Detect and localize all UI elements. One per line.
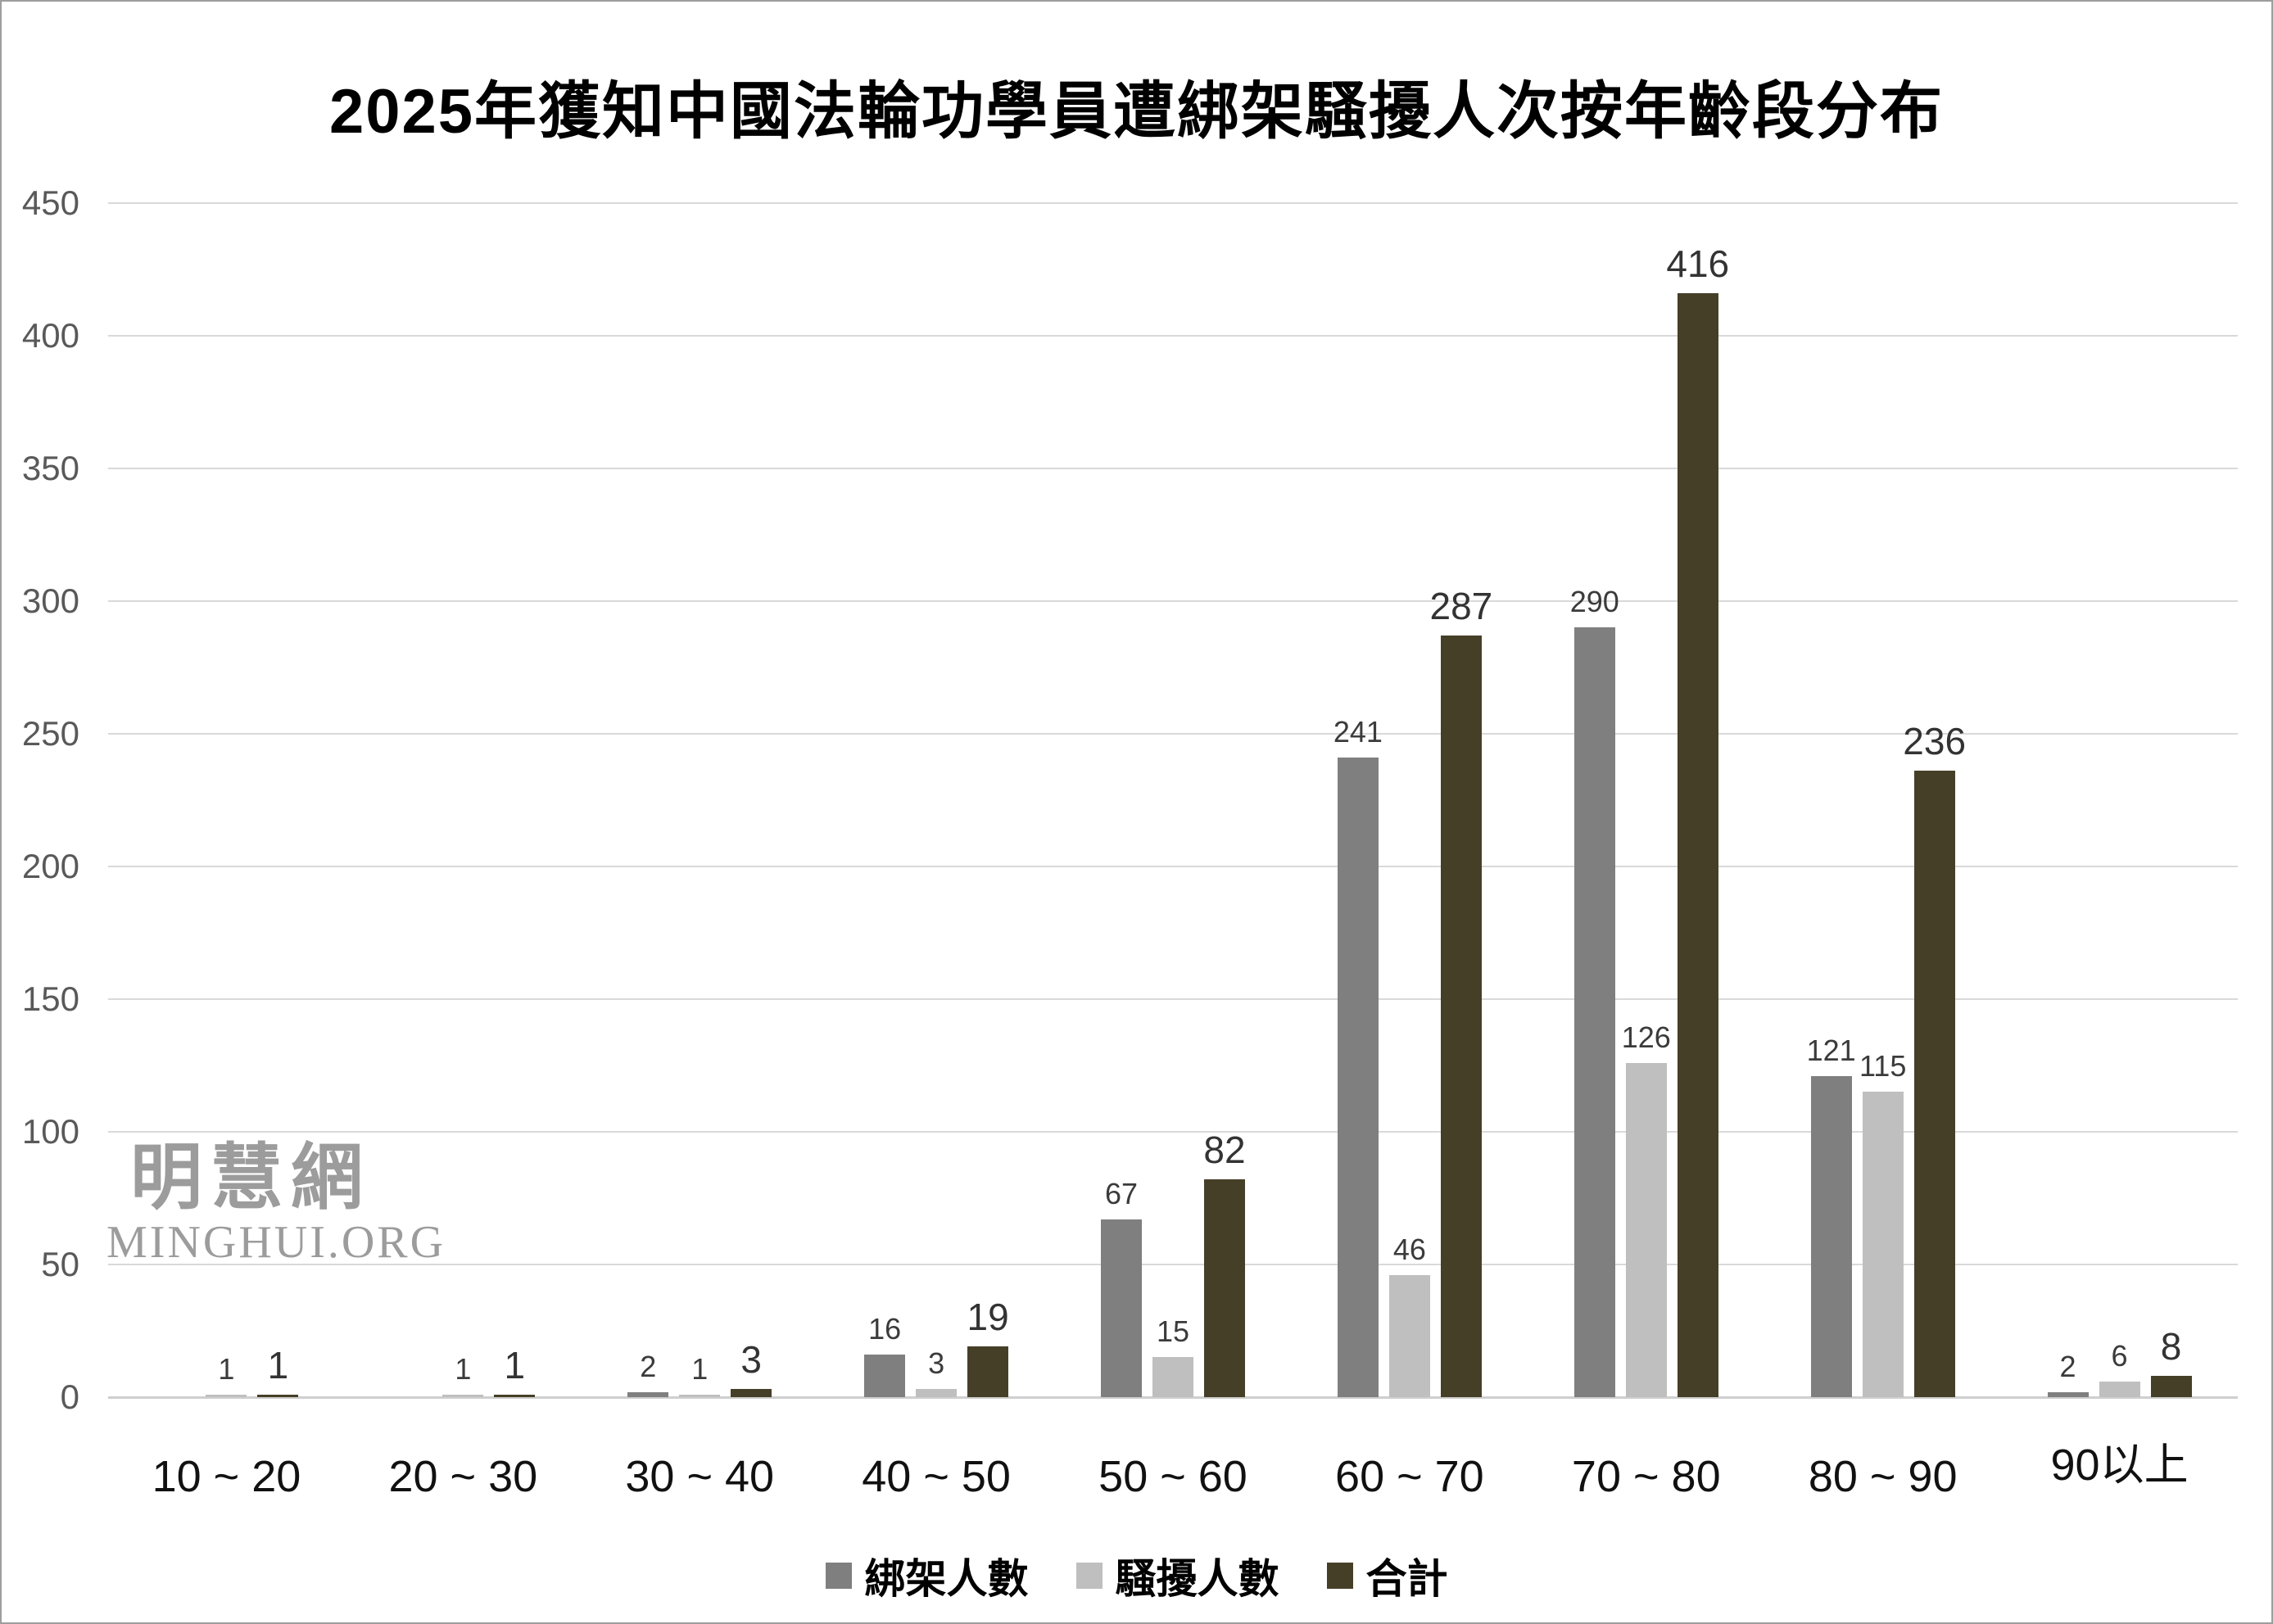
gridline xyxy=(108,733,2238,735)
bar-value-label: 236 xyxy=(1903,720,1967,763)
x-axis-category-label: 60 ~ 70 xyxy=(1335,1452,1484,1501)
bar xyxy=(1440,636,1482,1397)
bar xyxy=(1913,771,1955,1397)
bar-value-label: 287 xyxy=(1429,585,1493,628)
bar-value-label: 3 xyxy=(740,1338,763,1382)
x-axis-category-label: 80 ~ 90 xyxy=(1808,1452,1958,1501)
x-axis-category-label: 20 ~ 30 xyxy=(388,1452,538,1501)
bar xyxy=(864,1355,906,1397)
x-axis-category-label: 30 ~ 40 xyxy=(625,1452,775,1501)
y-axis-tick-label: 50 xyxy=(41,1245,79,1283)
bar-value-label: 67 xyxy=(1104,1176,1139,1210)
y-axis-tick-label: 450 xyxy=(21,183,79,222)
x-axis-category-label: 70 ~ 80 xyxy=(1571,1452,1721,1501)
bar xyxy=(2047,1391,2089,1397)
bar-value-label: 1 xyxy=(691,1351,709,1386)
bar-value-label: 1 xyxy=(455,1351,472,1386)
bar xyxy=(206,1394,247,1397)
bar xyxy=(494,1394,536,1397)
bar xyxy=(1810,1075,1852,1397)
bar xyxy=(731,1389,772,1397)
bar-value-label: 3 xyxy=(928,1346,945,1381)
legend-swatch xyxy=(825,1563,852,1589)
gridline xyxy=(108,866,2238,867)
bar xyxy=(442,1394,484,1397)
bar-value-label: 1 xyxy=(218,1351,235,1386)
bar-value-label: 115 xyxy=(1859,1049,1907,1083)
bar-value-label: 82 xyxy=(1203,1129,1246,1172)
bar xyxy=(1388,1274,1430,1397)
bar-value-label: 241 xyxy=(1333,715,1383,749)
y-axis-tick-label: 350 xyxy=(21,449,79,487)
watermark: 明慧網 MINGHUI.ORG xyxy=(106,1137,446,1268)
y-axis-tick-label: 200 xyxy=(21,847,79,885)
bar xyxy=(1204,1179,1245,1397)
gridline xyxy=(108,998,2238,1000)
bar xyxy=(1337,758,1379,1397)
bar xyxy=(1573,627,1615,1397)
legend-swatch xyxy=(1326,1563,1353,1589)
bar-value-label: 1 xyxy=(267,1343,289,1387)
y-axis-tick-label: 0 xyxy=(60,1377,79,1416)
bar xyxy=(1152,1357,1193,1397)
bar xyxy=(967,1346,1009,1397)
bar-value-label: 8 xyxy=(2160,1325,2182,1368)
bar xyxy=(257,1394,299,1397)
x-axis-category-label: 50 ~ 60 xyxy=(1098,1452,1247,1501)
legend: 綁架人數 騷擾人數 合計 xyxy=(2,1546,2271,1605)
legend-swatch xyxy=(1075,1563,1103,1589)
bar-value-label: 2 xyxy=(2059,1349,2076,1383)
bar-value-label: 46 xyxy=(1392,1232,1426,1266)
y-axis-tick-label: 300 xyxy=(21,581,79,620)
chart-title: 2025年獲知中國法輪功學員遭綁架騷擾人次按年齡段分布 xyxy=(328,77,1945,147)
x-axis-line xyxy=(108,1396,2238,1399)
watermark-cjk: 明慧網 xyxy=(129,1137,371,1218)
bar xyxy=(1677,293,1718,1397)
legend-label: 騷擾人數 xyxy=(1115,1556,1279,1602)
bar xyxy=(2099,1381,2140,1397)
bar-value-label: 19 xyxy=(967,1296,1009,1339)
bar-value-label: 16 xyxy=(868,1312,902,1346)
y-axis-tick-label: 150 xyxy=(21,979,79,1018)
bar xyxy=(916,1389,958,1397)
plot-area: 0 50 100 150 200 250 300 350 400 450 2 16 67 241 290 12… xyxy=(22,186,2238,1414)
y-axis-tick-label: 100 xyxy=(21,1112,79,1151)
bar-value-label: 6 xyxy=(2111,1338,2128,1373)
bar xyxy=(627,1391,669,1397)
bar xyxy=(679,1394,721,1397)
gridline xyxy=(108,600,2238,602)
gridline xyxy=(108,468,2238,469)
bar xyxy=(1625,1062,1667,1397)
watermark-latin: MINGHUI.ORG xyxy=(106,1217,446,1268)
legend-item: 騷擾人數 xyxy=(1075,1546,1279,1605)
gridline xyxy=(108,335,2238,337)
legend-label: 綁架人數 xyxy=(864,1556,1029,1602)
x-axis-category-label: 10 ~ 20 xyxy=(152,1452,301,1501)
bar-value-label: 121 xyxy=(1806,1033,1856,1067)
bar-value-label: 126 xyxy=(1621,1020,1671,1054)
x-axis-category-label: 40 ~ 50 xyxy=(862,1452,1011,1501)
bar-value-label: 290 xyxy=(1569,585,1619,619)
bar-value-label: 15 xyxy=(1156,1314,1190,1349)
gridline xyxy=(108,1264,2238,1265)
bar-value-label: 1 xyxy=(504,1343,526,1387)
gridline xyxy=(108,202,2238,204)
gridline xyxy=(108,1131,2238,1133)
y-axis-tick-label: 400 xyxy=(21,316,79,355)
bar xyxy=(1862,1092,1904,1397)
y-axis-tick-label: 250 xyxy=(21,714,79,753)
x-axis-category-label: 90以上 xyxy=(2050,1441,2189,1490)
bar xyxy=(2150,1376,2192,1397)
legend-label: 合計 xyxy=(1365,1556,1448,1602)
bar-value-label: 416 xyxy=(1666,242,1730,286)
legend-item: 合計 xyxy=(1326,1546,1448,1605)
legend-item: 綁架人數 xyxy=(825,1546,1029,1605)
bar-value-label: 2 xyxy=(640,1349,657,1383)
bar xyxy=(1101,1219,1142,1397)
